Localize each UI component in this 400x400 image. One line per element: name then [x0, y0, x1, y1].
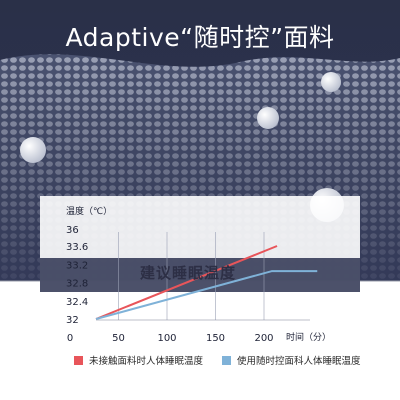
recommended-temperature-label: 建议睡眠温度: [140, 264, 237, 282]
x-tick-label: 0: [67, 333, 73, 344]
legend-swatch: [74, 355, 83, 365]
x-tick-label: 100: [157, 333, 176, 344]
series-line: [95, 270, 318, 320]
headline: Adaptive“随时控”面料: [65, 23, 335, 52]
sphere-decoration: [321, 72, 341, 92]
y-tick-label: 33.2: [66, 260, 88, 271]
legend-label: 使用随时控面科人体睡眠温度: [237, 356, 361, 367]
x-axis-label: 时间（分）: [286, 331, 331, 343]
legend-item: 使用随时控面科人体睡眠温度: [222, 353, 361, 367]
series-line: [95, 245, 278, 320]
sphere-decoration: [20, 137, 46, 163]
x-tick-label: 50: [112, 333, 125, 344]
legend-item: 未接触面料时人体睡眠温度: [74, 353, 203, 367]
y-tick-label: 36: [66, 225, 79, 236]
y-axis-label: 温度（℃）: [66, 205, 112, 217]
recommended-temperature-band: [40, 258, 360, 292]
x-tick-label: 200: [254, 333, 273, 344]
legend: 未接触面料时人体睡眠温度 使用随时控面科人体睡眠温度: [0, 353, 400, 369]
y-tick-label: 32.8: [66, 279, 88, 290]
legend-label: 未接触面料时人体睡眠温度: [89, 356, 204, 367]
x-tick-label: 150: [206, 333, 225, 344]
sphere-decoration: [257, 107, 279, 129]
legend-swatch: [222, 355, 231, 365]
y-tick-label: 33.6: [66, 242, 88, 253]
y-tick-label: 32.4: [66, 297, 88, 308]
y-tick-label: 32: [66, 315, 79, 326]
